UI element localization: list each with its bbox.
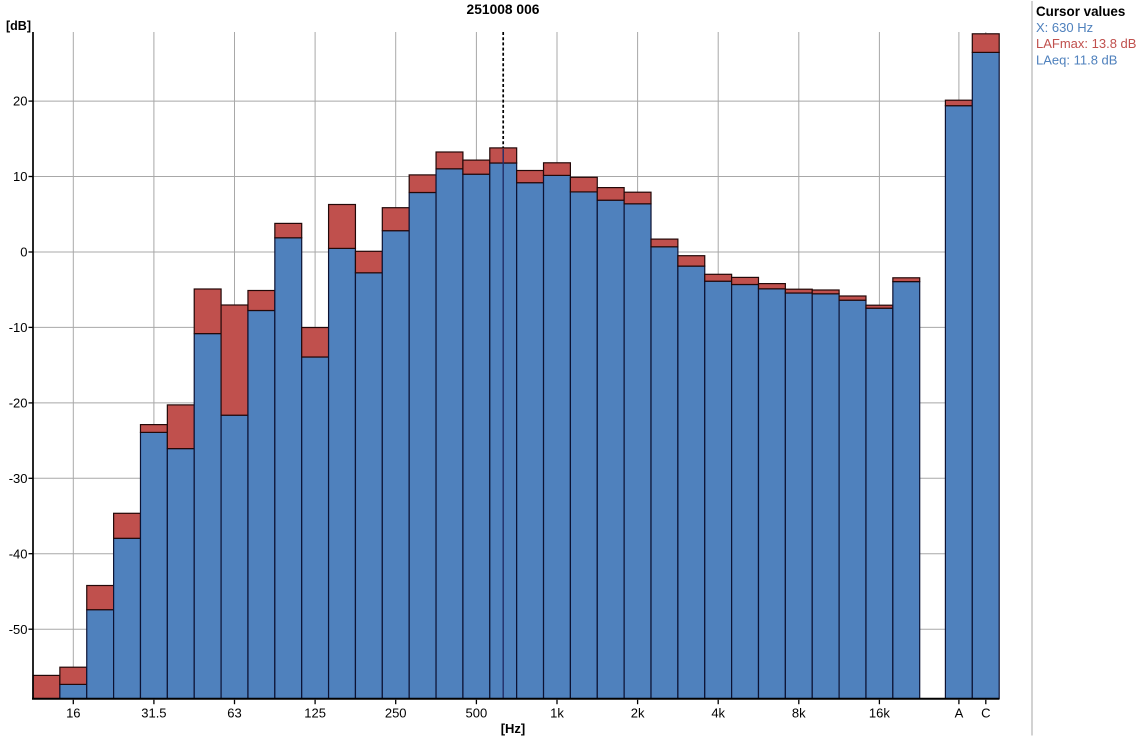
- svg-text:C: C: [981, 706, 990, 721]
- svg-text:X: 630 Hz: X: 630 Hz: [1036, 20, 1093, 35]
- svg-text:4k: 4k: [711, 706, 725, 721]
- svg-text:1k: 1k: [550, 706, 564, 721]
- svg-text:-20: -20: [9, 396, 28, 411]
- svg-text:-10: -10: [9, 320, 28, 335]
- svg-text:8k: 8k: [792, 706, 806, 721]
- svg-text:10: 10: [13, 169, 27, 184]
- svg-text:250: 250: [385, 706, 407, 721]
- svg-text:LAeq: 11.8 dB: LAeq: 11.8 dB: [1036, 52, 1117, 67]
- svg-text:31.5: 31.5: [141, 706, 166, 721]
- svg-text:63: 63: [227, 706, 241, 721]
- svg-text:125: 125: [304, 706, 326, 721]
- svg-text:251008 006: 251008 006: [467, 2, 540, 17]
- svg-text:Cursor values: Cursor values: [1036, 4, 1125, 19]
- svg-text:-50: -50: [9, 622, 28, 637]
- svg-text:16: 16: [66, 706, 80, 721]
- svg-text:20: 20: [13, 94, 27, 109]
- svg-text:[dB]: [dB]: [6, 19, 31, 33]
- svg-text:[Hz]: [Hz]: [501, 721, 526, 736]
- svg-text:-40: -40: [9, 546, 28, 561]
- svg-text:2k: 2k: [631, 706, 645, 721]
- svg-text:16k: 16k: [869, 706, 890, 721]
- svg-text:-30: -30: [9, 471, 28, 486]
- svg-text:LAFmax: 13.8 dB: LAFmax: 13.8 dB: [1036, 36, 1136, 51]
- svg-text:500: 500: [466, 706, 488, 721]
- svg-text:A: A: [955, 706, 964, 721]
- svg-text:0: 0: [20, 245, 27, 260]
